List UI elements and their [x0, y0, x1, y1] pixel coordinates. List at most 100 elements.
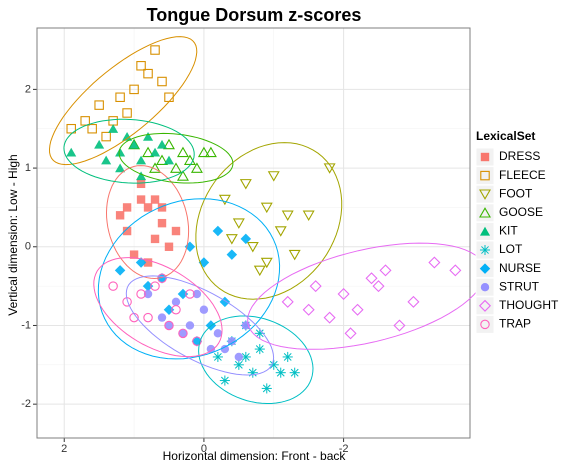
legend-key: [475, 314, 495, 334]
point: [108, 281, 118, 291]
point: [66, 123, 76, 134]
point: [94, 100, 104, 110]
ellipse: [247, 242, 486, 350]
plot-border: [36, 27, 471, 439]
legend-symbol: [480, 283, 490, 292]
x-axis-label: Horizontal dimension: Front - back: [163, 449, 347, 463]
legend-symbol: [480, 319, 490, 330]
point: [219, 375, 230, 386]
legend-symbol: [479, 189, 491, 200]
point: [149, 147, 161, 157]
point: [143, 312, 153, 323]
legend-label: GOOSE: [499, 205, 543, 219]
point: [309, 280, 322, 293]
point: [218, 194, 231, 206]
point: [150, 45, 160, 55]
x-tick-label: 2: [61, 443, 67, 455]
point: [157, 218, 167, 228]
point: [108, 124, 119, 133]
point: [122, 226, 132, 236]
point: [156, 272, 168, 284]
point: [379, 264, 392, 277]
point: [143, 131, 154, 141]
point: [351, 303, 364, 316]
point: [206, 344, 216, 354]
ellipse: [63, 118, 195, 184]
x-tick-label: 0: [201, 443, 207, 455]
point: [150, 281, 160, 291]
point: [87, 123, 97, 134]
point: [115, 92, 125, 103]
point: [253, 265, 266, 277]
point: [143, 68, 153, 79]
point: [344, 327, 357, 340]
y-tick-label: -2: [21, 398, 31, 410]
point: [136, 155, 147, 165]
point: [323, 311, 336, 324]
point: [337, 287, 350, 301]
chart-title: Tongue Dorsum z-scores: [147, 5, 362, 25]
legend-label: STRUT: [499, 279, 540, 293]
legend-symbol: [479, 226, 491, 236]
legend-title: LexicalSet: [476, 129, 535, 143]
point: [282, 351, 293, 362]
legend-label: DRESS: [499, 149, 540, 163]
point: [150, 195, 160, 204]
legend-symbol: [478, 299, 492, 312]
point: [281, 210, 294, 222]
point: [225, 234, 238, 245]
legend-label: FLEECE: [499, 168, 546, 182]
point: [185, 289, 195, 299]
point: [281, 295, 294, 308]
legend-key: [475, 203, 495, 223]
point: [199, 305, 209, 314]
legend-key: [475, 166, 495, 186]
point: [169, 162, 182, 173]
point: [226, 249, 238, 260]
y-tick-label: 2: [25, 83, 31, 95]
point: [197, 146, 210, 158]
legend-key: [475, 184, 495, 204]
legend-label: NURSE: [499, 261, 541, 275]
point: [302, 210, 315, 222]
legend-label: LOT: [499, 242, 523, 256]
point: [240, 233, 252, 245]
point: [212, 351, 223, 362]
point: [177, 288, 189, 300]
legend-key: [475, 296, 495, 316]
point: [220, 344, 230, 354]
point: [164, 320, 174, 331]
point: [101, 131, 111, 142]
legend-label: KIT: [499, 224, 518, 238]
point: [246, 242, 259, 253]
point: [142, 146, 155, 158]
point: [185, 321, 195, 330]
point: [164, 321, 174, 330]
point: [129, 84, 139, 95]
point: [129, 139, 140, 149]
point: [227, 337, 237, 346]
x-tick-label: -2: [339, 443, 349, 455]
point: [260, 202, 273, 214]
point: [365, 272, 378, 285]
point: [428, 256, 441, 269]
legend-symbol: [479, 244, 491, 256]
point: [176, 170, 189, 181]
point: [157, 313, 167, 322]
point: [156, 139, 168, 149]
point: [136, 195, 146, 204]
point: [190, 162, 203, 173]
point: [143, 289, 153, 299]
point: [157, 76, 167, 87]
point: [233, 359, 244, 370]
point: [302, 303, 315, 316]
point: [143, 258, 153, 267]
point: [136, 61, 146, 71]
y-tick-label: -1: [21, 319, 31, 331]
ellipse: [93, 257, 223, 358]
legend-symbol: [479, 263, 491, 274]
point: [183, 154, 196, 165]
point: [122, 131, 133, 141]
point: [122, 108, 132, 118]
